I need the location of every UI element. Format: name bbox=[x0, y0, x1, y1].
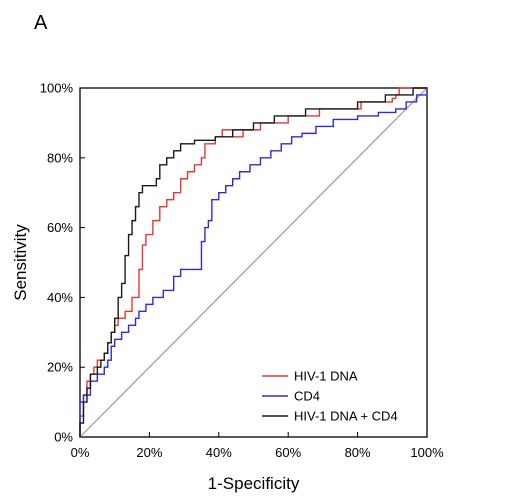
y-tick-label: 80% bbox=[47, 150, 73, 165]
roc-curve-series-3 bbox=[79, 87, 427, 437]
legend: HIV-1 DNA CD4 HIV-1 DNA + CD4 bbox=[262, 369, 398, 424]
y-axis-ticks: 0% 20% 40% 60% 80% 100% bbox=[40, 81, 85, 445]
x-tick-label: 20% bbox=[136, 445, 162, 460]
x-tick-label: 0% bbox=[71, 445, 90, 460]
x-axis-label: 1-Specificity bbox=[208, 474, 300, 493]
y-tick-label: 0% bbox=[54, 430, 73, 445]
legend-label: CD4 bbox=[294, 389, 320, 404]
y-tick-label: 60% bbox=[47, 220, 73, 235]
roc-curves bbox=[79, 87, 428, 437]
y-tick-label: 20% bbox=[47, 360, 73, 375]
x-tick-label: 80% bbox=[345, 445, 371, 460]
reference-diagonal-line bbox=[79, 87, 428, 438]
x-axis-ticks: 0% 20% 40% 60% 80% 100% bbox=[71, 432, 444, 460]
legend-label: HIV-1 DNA bbox=[294, 369, 358, 384]
y-tick-label: 100% bbox=[40, 81, 74, 96]
plot-frame bbox=[79, 87, 428, 438]
y-axis-label: Sensitivity bbox=[11, 224, 30, 301]
roc-curve-series-2 bbox=[79, 88, 428, 437]
x-tick-label: 60% bbox=[275, 445, 301, 460]
legend-label: HIV-1 DNA + CD4 bbox=[294, 409, 398, 424]
x-tick-label: 100% bbox=[410, 445, 444, 460]
x-tick-label: 40% bbox=[206, 445, 232, 460]
panel-letter: A bbox=[34, 12, 48, 34]
y-tick-label: 40% bbox=[47, 290, 73, 305]
